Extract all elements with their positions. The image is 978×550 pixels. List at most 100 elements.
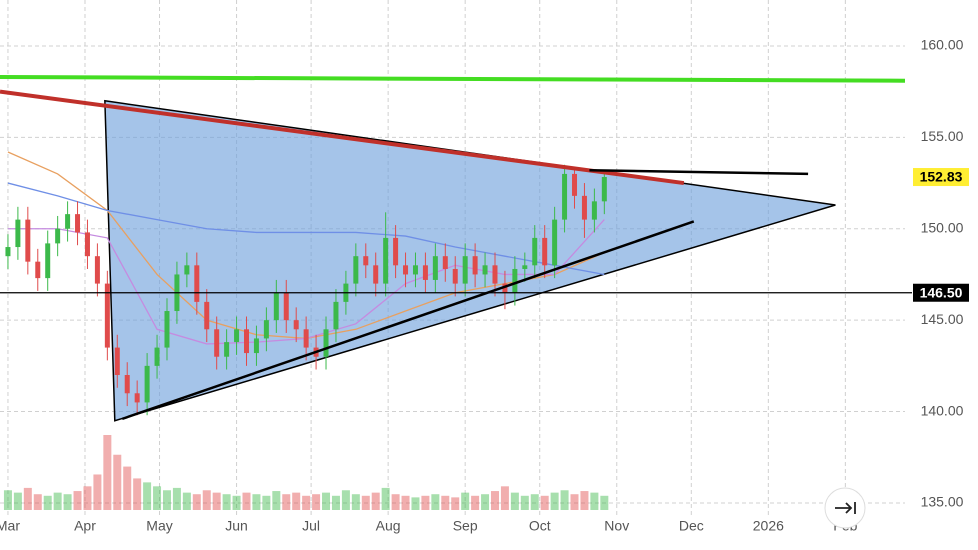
- candle-body: [403, 265, 409, 275]
- volume-bar: [401, 495, 410, 510]
- candle-body: [363, 256, 369, 266]
- price-tag: [913, 283, 969, 302]
- price-tag: [913, 168, 969, 187]
- candle-body: [581, 195, 587, 220]
- candle-body: [45, 243, 51, 279]
- price-tag-label: 146.50: [920, 284, 963, 300]
- candle-body: [214, 329, 220, 357]
- candle-body: [482, 265, 488, 275]
- candle-body: [422, 265, 428, 280]
- candle-body: [412, 265, 418, 275]
- volume-bar: [13, 492, 22, 510]
- x-tick-label: Dec: [679, 518, 704, 534]
- volume-bar: [421, 495, 430, 510]
- volume-bar: [252, 494, 261, 510]
- volume-bar: [361, 495, 370, 510]
- y-tick-label: 155.00: [921, 128, 964, 144]
- volume-bar: [212, 492, 221, 510]
- volume-bar: [113, 454, 122, 510]
- candle-body: [124, 375, 130, 394]
- x-tick-label: Aug: [376, 518, 401, 534]
- volume-bar: [371, 492, 380, 510]
- volume-bar: [123, 466, 132, 510]
- volume-bar: [331, 495, 340, 510]
- volume-bar: [570, 494, 579, 510]
- volume-bar: [322, 492, 331, 510]
- candle-body: [283, 292, 289, 321]
- volume-bar: [202, 490, 211, 510]
- candle-body: [184, 265, 190, 275]
- volume-bar: [23, 487, 32, 510]
- candle-body: [154, 347, 160, 366]
- volume-bar: [222, 494, 231, 510]
- y-tick-label: 150.00: [921, 219, 964, 235]
- volume-bar: [292, 492, 301, 510]
- candle-body: [55, 228, 61, 244]
- candle-body: [104, 283, 110, 348]
- volume-bar: [93, 474, 102, 510]
- volume-bar: [500, 486, 509, 510]
- volume-bar: [272, 491, 281, 510]
- candle-body: [472, 256, 478, 275]
- volume-bar: [282, 494, 291, 510]
- volume-bar: [431, 494, 440, 510]
- x-tick-label: Nov: [604, 518, 629, 534]
- volume-bar: [192, 494, 201, 510]
- trend-line: [121, 220, 695, 421]
- candle-body: [601, 177, 607, 202]
- candle-body: [393, 237, 399, 266]
- volume-bar: [3, 490, 12, 510]
- candle-body: [75, 214, 81, 233]
- volume-bar: [381, 487, 390, 510]
- volume-bar: [172, 487, 181, 510]
- candle-body: [542, 237, 548, 266]
- candle-body: [462, 256, 468, 284]
- volume-bar: [461, 492, 470, 510]
- volume-bar: [232, 495, 241, 510]
- candle-body: [144, 365, 150, 403]
- triangle-pattern: [104, 99, 836, 422]
- volume-bar: [471, 495, 480, 510]
- candle-body: [383, 237, 389, 284]
- candle-body: [263, 320, 269, 339]
- candle-body: [35, 261, 41, 279]
- volume-bar: [53, 492, 62, 510]
- candle-body: [492, 265, 498, 284]
- candle-body: [65, 214, 71, 229]
- candle-body: [94, 256, 100, 284]
- volume-bar: [490, 491, 499, 510]
- button-icon[interactable]: [835, 502, 856, 514]
- volume-bar: [391, 494, 400, 510]
- volume-bar: [133, 478, 142, 510]
- candle-body: [512, 268, 518, 293]
- x-tick-label: Jul: [302, 518, 320, 534]
- volume-bar: [162, 490, 171, 510]
- candle-body: [234, 329, 240, 343]
- candle-body: [522, 265, 528, 269]
- trend-line: [0, 75, 906, 83]
- candle-body: [572, 173, 578, 196]
- scroll-to-latest-button[interactable]: [824, 487, 866, 529]
- volume-bar: [441, 495, 450, 510]
- volume-bar: [481, 494, 490, 510]
- x-tick-label: Mar: [0, 518, 20, 534]
- x-tick-label: Apr: [74, 518, 96, 534]
- candle-body: [532, 237, 538, 266]
- volume-bar: [580, 491, 589, 510]
- volume-bar: [510, 492, 519, 510]
- candle-body: [502, 283, 508, 293]
- volume-bar: [73, 491, 82, 510]
- volume-bar: [530, 494, 539, 510]
- volume-bar: [312, 494, 321, 510]
- volume-bar: [83, 486, 92, 510]
- volume-bar: [540, 495, 549, 510]
- candle-body: [134, 393, 140, 403]
- candle-body: [114, 347, 120, 375]
- moving-average: [7, 182, 605, 276]
- candle-body: [432, 256, 438, 280]
- candle-body: [244, 329, 250, 354]
- volume-bar: [182, 492, 191, 510]
- candle-body: [303, 329, 309, 348]
- volume-bar: [33, 494, 42, 510]
